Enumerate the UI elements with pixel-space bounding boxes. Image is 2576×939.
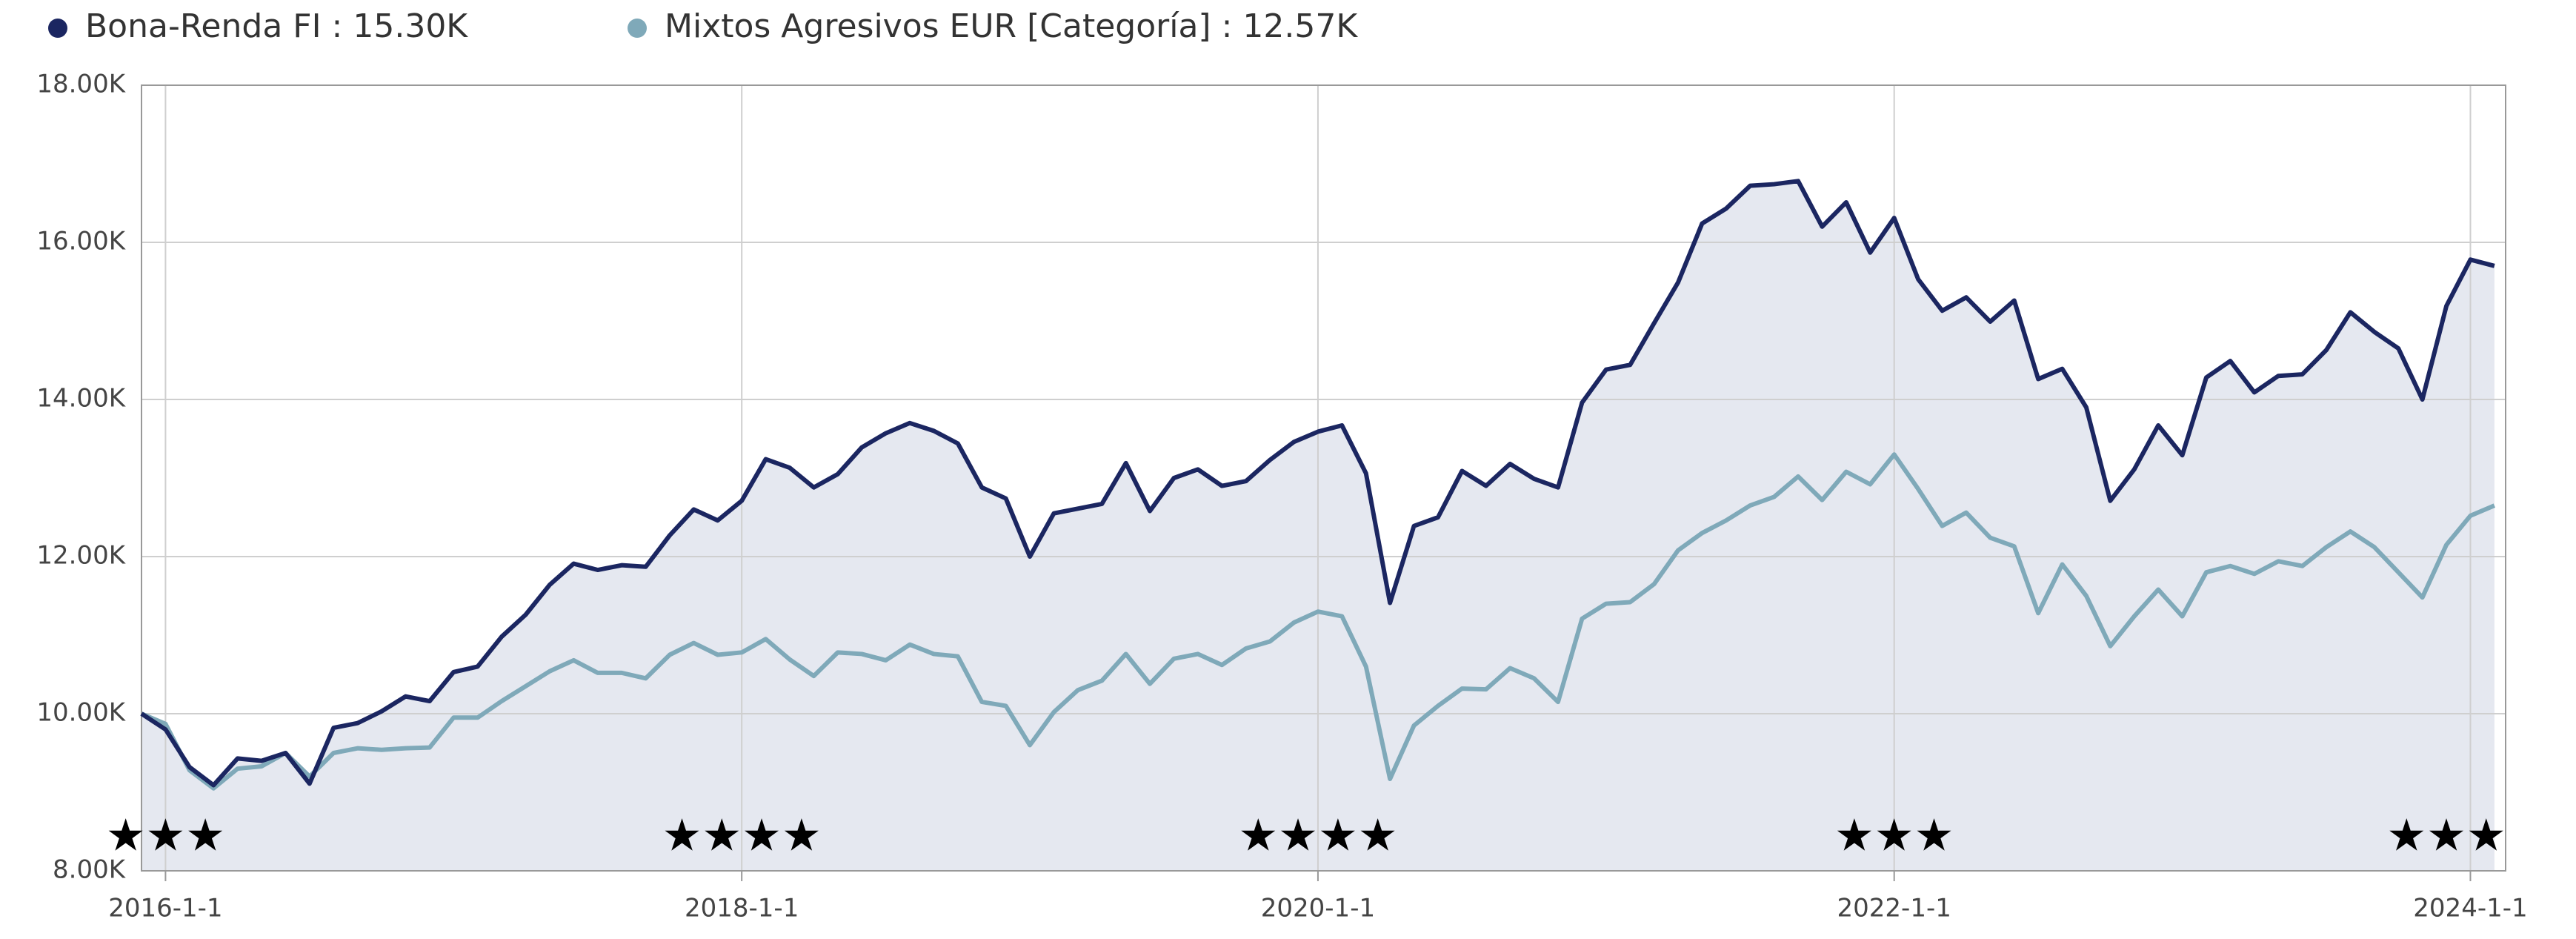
x-tick-label: 2024-1-1 — [2413, 894, 2527, 923]
legend-marker — [628, 19, 647, 38]
rating-stars: ★★★ — [1834, 810, 1954, 862]
rating-stars: ★★★★ — [662, 810, 822, 862]
y-tick-label: 18.00K — [36, 70, 126, 99]
x-tick-label: 2022-1-1 — [1837, 894, 1951, 923]
legend-label: Bona-Renda FI : 15.30K — [85, 7, 468, 45]
plot-frame — [141, 84, 2506, 872]
series-line — [140, 452, 2496, 791]
y-tick-label: 10.00K — [36, 698, 126, 728]
y-tick-label: 14.00K — [36, 384, 126, 414]
x-tick-label: 2018-1-1 — [685, 894, 799, 923]
y-tick-label: 8.00K — [53, 855, 127, 885]
y-tick-label: 16.00K — [36, 227, 126, 256]
legend-marker — [48, 19, 67, 38]
y-tick-label: 12.00K — [36, 541, 126, 571]
x-tick-label: 2020-1-1 — [1261, 894, 1375, 923]
x-tick-label: 2016-1-1 — [108, 894, 222, 923]
rating-stars: ★★★ — [106, 810, 225, 862]
legend-label: Mixtos Agresivos EUR [Categoría] : 12.57… — [665, 7, 1358, 45]
rating-stars: ★★★ — [2386, 810, 2506, 862]
series-line — [140, 179, 2495, 788]
rating-stars: ★★★★ — [1238, 810, 1397, 862]
